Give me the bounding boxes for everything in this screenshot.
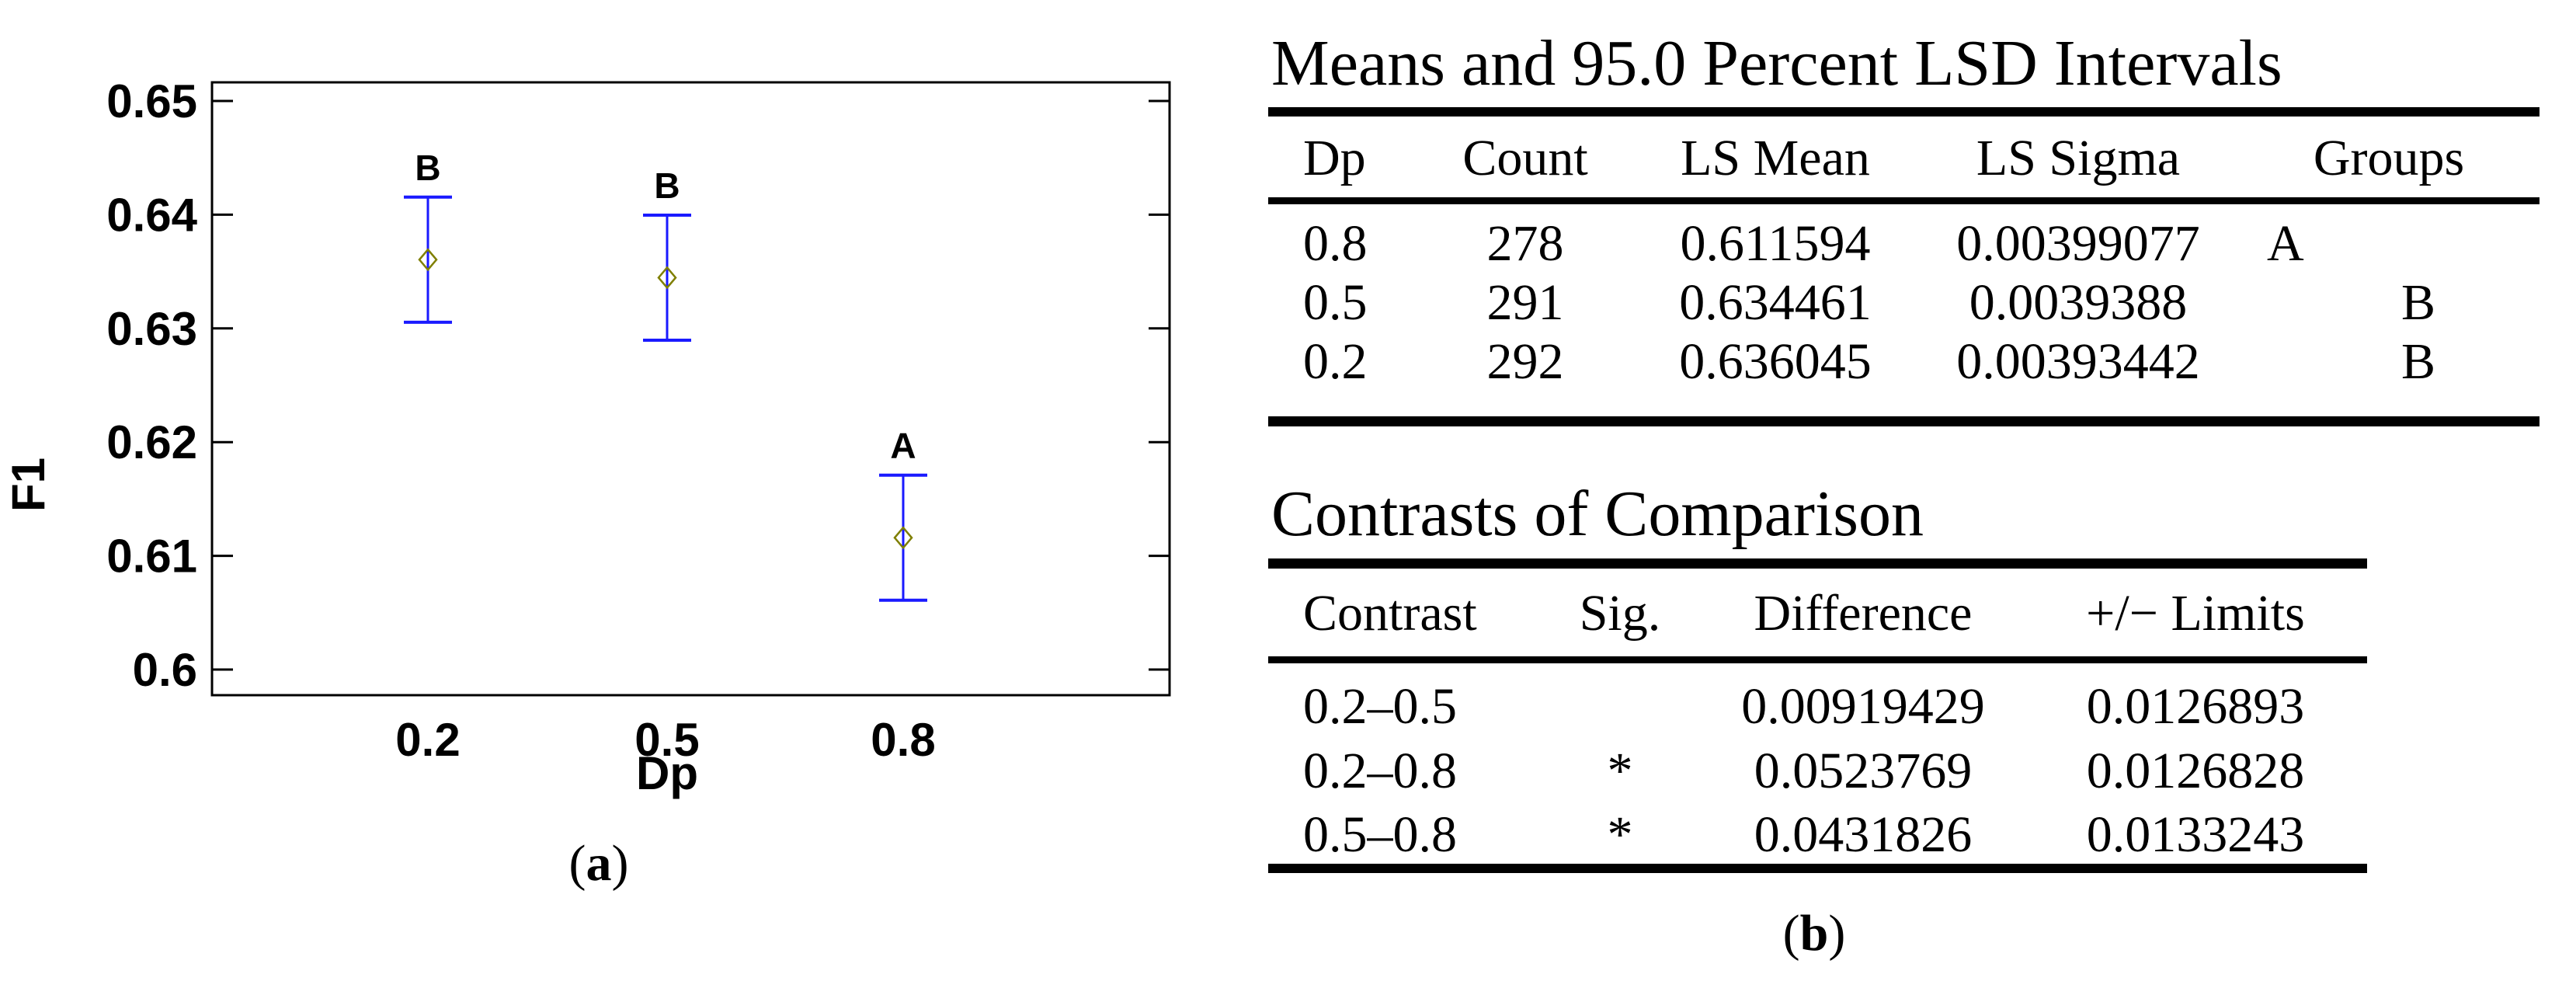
cell-ls-sigma: 0.0039388 — [1969, 274, 2188, 331]
y-tick-label: 0.65 — [106, 75, 197, 127]
col-header-count: Count — [1462, 130, 1588, 186]
means-table-title: Means and 95.0 Percent LSD Intervals — [1271, 27, 2282, 99]
y-tick-label: 0.6 — [133, 644, 197, 696]
col-header-contrast: Contrast — [1303, 585, 1477, 642]
caption-b: (b) — [1698, 906, 1931, 962]
col-header-limits: +/− Limits — [2086, 585, 2305, 642]
lsd-means-plot: 0.65 0.64 0.63 0.62 0.61 0.6 B 0.2 B 0.5 A 0.8 Dp F1 — [2, 75, 1171, 799]
group-letter-label: B — [654, 165, 680, 206]
means-table-top-rule — [1268, 107, 2539, 117]
cell-contrast: 0.2–0.5 — [1303, 678, 1457, 735]
y-axis-title: F1 — [2, 457, 54, 512]
cell-dp: 0.2 — [1303, 333, 1368, 390]
x-tick-label: 0.8 — [871, 714, 935, 766]
y-tick-label: 0.62 — [106, 416, 197, 468]
contrasts-table-title: Contrasts of Comparison — [1271, 478, 1924, 550]
cell-group-a: A — [2267, 215, 2304, 272]
cell-count: 278 — [1486, 215, 1564, 272]
caption-b-letter: b — [1799, 905, 1829, 962]
col-header-groups: Groups — [2313, 130, 2465, 186]
group-letter-label: A — [890, 426, 916, 466]
col-header-ls-mean: LS Mean — [1681, 130, 1870, 186]
x-tick-label: 0.2 — [395, 714, 460, 766]
cell-group-b: B — [2400, 333, 2436, 390]
cell-limits: 0.0133243 — [2086, 806, 2305, 863]
contrasts-table-bottom-rule — [1268, 864, 2367, 873]
cell-difference: 0.0523769 — [1754, 743, 1973, 799]
x-axis-title: Dp — [636, 747, 698, 799]
cell-ls-mean: 0.611594 — [1680, 215, 1871, 272]
cell-difference: 0.00919429 — [1741, 678, 1985, 735]
means-table-bottom-rule — [1268, 416, 2539, 426]
col-header-difference: Difference — [1754, 585, 1973, 642]
cell-ls-mean: 0.636045 — [1679, 333, 1872, 390]
group-letter-label: B — [415, 148, 440, 188]
caption-a-close: ) — [611, 835, 629, 892]
cell-ls-sigma: 0.00399077 — [1956, 215, 2200, 272]
cell-limits: 0.0126893 — [2086, 678, 2305, 735]
col-header-ls-sigma: LS Sigma — [1976, 130, 2181, 186]
mean-marker-diamond — [893, 526, 913, 550]
means-table-header-rule — [1268, 197, 2539, 204]
cell-count: 291 — [1486, 274, 1564, 331]
y-tick-label: 0.63 — [106, 303, 197, 355]
cell-sig: * — [1607, 806, 1633, 863]
cell-difference: 0.0431826 — [1754, 806, 1973, 863]
plot-frame — [210, 81, 1171, 697]
caption-a-open: ( — [568, 835, 586, 892]
cell-limits: 0.0126828 — [2086, 743, 2305, 799]
cell-dp: 0.5 — [1303, 274, 1368, 331]
cell-group-b: B — [2400, 274, 2436, 331]
cell-dp: 0.8 — [1303, 215, 1368, 272]
caption-a: (a) — [482, 836, 715, 892]
col-header-dp: Dp — [1303, 130, 1366, 186]
cell-count: 292 — [1486, 333, 1564, 390]
contrasts-table-header-rule — [1268, 656, 2367, 663]
contrasts-table-top-rule — [1268, 558, 2367, 569]
caption-a-letter: a — [586, 835, 612, 892]
cell-sig: * — [1607, 743, 1633, 799]
cell-ls-sigma: 0.00393442 — [1956, 333, 2200, 390]
y-tick-label: 0.61 — [106, 531, 197, 583]
mean-marker-diamond — [418, 248, 438, 272]
mean-marker-diamond — [657, 266, 677, 290]
caption-b-open: ( — [1782, 905, 1800, 962]
cell-ls-mean: 0.634461 — [1679, 274, 1872, 331]
col-header-sig: Sig. — [1579, 585, 1661, 642]
x-tick-label: 0.5 — [634, 714, 699, 766]
cell-contrast: 0.2–0.8 — [1303, 743, 1457, 799]
cell-contrast: 0.5–0.8 — [1303, 806, 1457, 863]
caption-b-close: ) — [1828, 905, 1846, 962]
y-tick-label: 0.64 — [106, 189, 197, 241]
